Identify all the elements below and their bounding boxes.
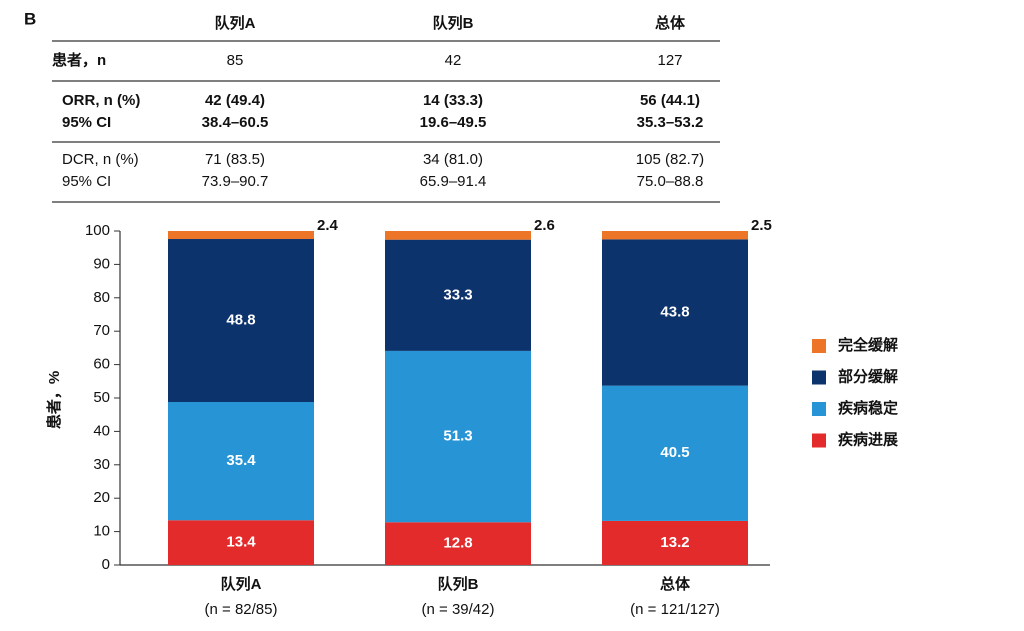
legend-swatch: [812, 402, 826, 416]
table-cell: 75.0–88.8: [637, 173, 704, 190]
data-label: 12.8: [443, 535, 472, 552]
data-label: 43.8: [660, 303, 689, 320]
table-header: 总体: [655, 14, 686, 32]
y-tick-label: 10: [93, 523, 110, 540]
data-label: 51.3: [443, 428, 472, 445]
y-tick-label: 60: [93, 356, 110, 373]
x-tick-sublabel: (n = 121/127): [630, 601, 720, 618]
row-label: 95% CI: [62, 114, 111, 131]
table-cell: 85: [227, 52, 244, 69]
row-label: DCR, n (%): [62, 151, 139, 168]
bar-segment: [168, 231, 314, 240]
data-label: 48.8: [226, 311, 255, 328]
bar-segment: [168, 520, 314, 565]
legend-label: 完全缓解: [838, 336, 898, 354]
x-tick-sublabel: (n = 39/42): [422, 601, 495, 618]
x-tick-sublabel: (n = 82/85): [205, 601, 278, 618]
table-header: 队列A: [215, 14, 256, 32]
bar-segment: [385, 522, 531, 565]
x-tick-label: 队列A: [221, 575, 262, 593]
legend-swatch: [812, 339, 826, 353]
data-label: 33.3: [443, 286, 472, 303]
table-cell: 71 (83.5): [205, 151, 265, 168]
bar-segment: [602, 231, 748, 240]
y-tick-label: 90: [93, 255, 110, 272]
data-label: 2.6: [534, 217, 555, 234]
x-tick-label: 总体: [660, 575, 691, 593]
x-tick-label: 队列B: [438, 575, 479, 593]
y-tick-label: 100: [85, 222, 110, 239]
row-label: 95% CI: [62, 173, 111, 190]
y-tick-label: 40: [93, 422, 110, 439]
bar-segment: [602, 385, 748, 521]
table-cell: 35.3–53.2: [637, 114, 704, 131]
legend-label: 部分缓解: [838, 367, 898, 385]
table-cell: 127: [657, 52, 682, 69]
bar-segment: [602, 239, 748, 386]
data-label: 40.5: [660, 444, 689, 461]
y-tick-label: 70: [93, 322, 110, 339]
bar-segment: [385, 350, 531, 523]
bar-segment: [385, 239, 531, 351]
table-cell: 65.9–91.4: [420, 173, 487, 190]
bar-segment: [385, 231, 531, 240]
legend-label: 疾病稳定: [838, 399, 898, 417]
table-cell: 73.9–90.7: [202, 173, 269, 190]
data-label: 2.4: [317, 217, 339, 234]
row-label: ORR, n (%): [62, 92, 140, 109]
data-label: 13.4: [226, 534, 256, 551]
table-cell: 105 (82.7): [636, 151, 704, 168]
y-tick-label: 30: [93, 456, 110, 473]
row-label: 患者，n: [52, 51, 106, 69]
y-axis-label: 患者，%: [45, 371, 63, 429]
legend-swatch: [812, 370, 826, 385]
data-label: 2.5: [751, 217, 772, 234]
table-cell: 14 (33.3): [423, 92, 483, 109]
table-cell: 56 (44.1): [640, 92, 700, 109]
y-tick-label: 50: [93, 389, 110, 406]
y-tick-label: 80: [93, 289, 110, 306]
bar-segment: [168, 239, 314, 403]
table-cell: 42 (49.4): [205, 92, 265, 109]
legend-label: 疾病进展: [838, 430, 898, 448]
bar-segment: [168, 402, 314, 521]
table-header: 队列B: [433, 14, 474, 32]
y-tick-label: 0: [102, 556, 110, 573]
data-label: 35.4: [226, 452, 256, 469]
legend-swatch: [812, 433, 826, 448]
table-cell: 38.4–60.5: [202, 114, 269, 131]
panel-label: B: [24, 9, 36, 28]
table-cell: 42: [445, 52, 462, 69]
table-cell: 19.6–49.5: [420, 114, 487, 131]
table-cell: 34 (81.0): [423, 151, 483, 168]
y-tick-label: 20: [93, 489, 110, 506]
bar-segment: [602, 520, 748, 565]
data-label: 13.2: [660, 534, 689, 551]
